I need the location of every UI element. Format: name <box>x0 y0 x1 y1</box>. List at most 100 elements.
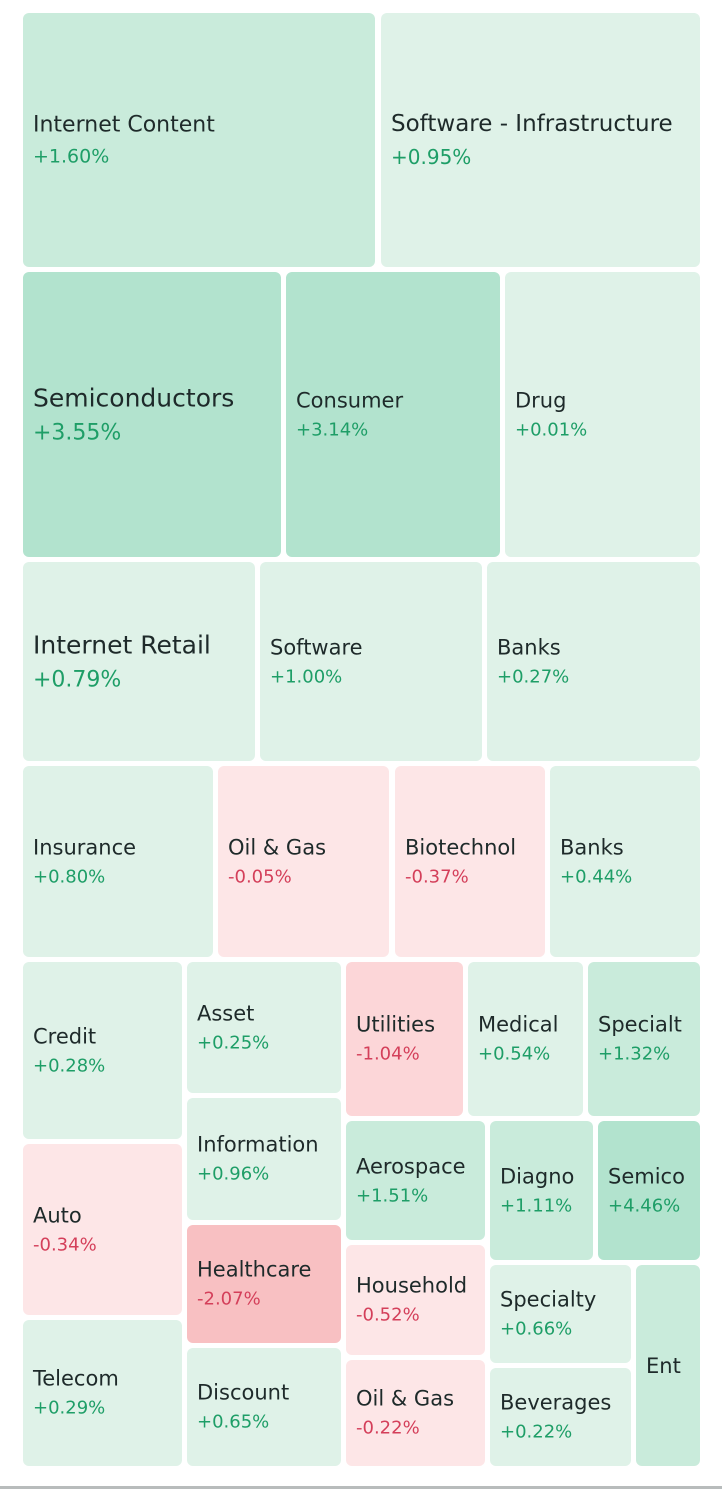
tile-label: Oil & Gas <box>356 1386 455 1411</box>
tile-text: Ent <box>646 1352 696 1378</box>
tile-change-label: +0.22% <box>500 1421 573 1443</box>
tile-text: Software +1.00% <box>270 634 478 689</box>
tile-text: Specialt +1.32% <box>598 1012 696 1067</box>
tile-label: Biotechnol <box>405 835 517 860</box>
tile-label: Discount <box>197 1380 290 1405</box>
treemap-tile-consumer[interactable]: Consumer +3.14% <box>286 272 500 557</box>
treemap-tile-semiconductors[interactable]: Semiconductors +3.55% <box>23 272 281 557</box>
tile-change-label: +0.25% <box>197 1032 270 1054</box>
treemap-tile-household[interactable]: Household -0.52% <box>346 1245 485 1355</box>
tile-label: Banks <box>560 835 624 860</box>
tile-label: Diagno <box>500 1164 575 1189</box>
treemap-tile-utilities[interactable]: Utilities -1.04% <box>346 962 463 1116</box>
tile-text: Oil & Gas -0.22% <box>356 1386 481 1441</box>
tile-change-label: +0.95% <box>391 144 472 169</box>
treemap-tile-specialty[interactable]: Specialty +0.66% <box>490 1265 631 1363</box>
tile-text: Consumer +3.14% <box>296 387 496 442</box>
tile-change-label: -0.22% <box>356 1417 420 1439</box>
tile-text: Utilities -1.04% <box>356 1012 459 1067</box>
tile-change-label: +1.00% <box>270 666 343 688</box>
treemap-tile-internet-retail[interactable]: Internet Retail +0.79% <box>23 562 255 761</box>
tile-label: Oil & Gas <box>228 835 327 860</box>
tile-change-label: -2.07% <box>197 1288 261 1310</box>
tile-text: Banks +0.44% <box>560 834 696 889</box>
treemap-tile-drug[interactable]: Drug +0.01% <box>505 272 700 557</box>
tile-change-label: -0.37% <box>405 866 469 888</box>
tile-change-label: +0.27% <box>497 666 570 688</box>
tile-label: Drug <box>515 388 567 413</box>
tile-text: Beverages +0.22% <box>500 1390 627 1445</box>
treemap-tile-asset[interactable]: Asset +0.25% <box>187 962 341 1093</box>
tile-label: Internet Retail <box>33 630 211 660</box>
treemap-tile-oil-and-gas[interactable]: Oil & Gas -0.05% <box>218 766 389 957</box>
treemap-tile-banks[interactable]: Banks +0.27% <box>487 562 700 761</box>
treemap-tile-telecom[interactable]: Telecom +0.29% <box>23 1320 182 1466</box>
treemap-tile-information[interactable]: Information +0.96% <box>187 1098 341 1220</box>
tile-change-label: +0.79% <box>33 667 122 693</box>
tile-change-label: +1.60% <box>33 144 110 167</box>
tile-change-label: +0.65% <box>197 1411 270 1433</box>
tile-text: Internet Retail +0.79% <box>33 629 251 694</box>
tile-change-label: +1.32% <box>598 1043 671 1065</box>
treemap-tile-ent[interactable]: Ent <box>636 1265 700 1466</box>
treemap-tile-auto[interactable]: Auto -0.34% <box>23 1144 182 1315</box>
treemap-tile-semico[interactable]: Semico +4.46% <box>598 1121 700 1260</box>
tile-label: Information <box>197 1132 319 1157</box>
treemap-tile-oil-and-gas[interactable]: Oil & Gas -0.22% <box>346 1360 485 1466</box>
tile-text: Software - Infrastructure +0.95% <box>391 110 696 170</box>
tile-text: Information +0.96% <box>197 1132 337 1187</box>
tile-text: Semiconductors +3.55% <box>33 382 277 447</box>
treemap-tile-discount[interactable]: Discount +0.65% <box>187 1348 341 1466</box>
tile-label: Specialty <box>500 1287 597 1312</box>
treemap-tile-banks[interactable]: Banks +0.44% <box>550 766 700 957</box>
tile-label: Semico <box>608 1164 685 1189</box>
tile-text: Banks +0.27% <box>497 634 696 689</box>
treemap-tile-credit[interactable]: Credit +0.28% <box>23 962 182 1139</box>
treemap-tile-diagno[interactable]: Diagno +1.11% <box>490 1121 593 1260</box>
tile-label: Beverages <box>500 1390 612 1415</box>
treemap-tile-software-infrastructure[interactable]: Software - Infrastructure +0.95% <box>381 13 700 267</box>
tile-change-label: +3.55% <box>33 420 122 446</box>
tile-label: Asset <box>197 1001 255 1026</box>
treemap-tile-internet-content[interactable]: Internet Content +1.60% <box>23 13 375 267</box>
treemap-tile-specialt[interactable]: Specialt +1.32% <box>588 962 700 1116</box>
tile-text: Specialty +0.66% <box>500 1287 627 1342</box>
tile-text: Insurance +0.80% <box>33 834 209 889</box>
treemap-tile-healthcare[interactable]: Healthcare -2.07% <box>187 1225 341 1343</box>
tile-text: Telecom +0.29% <box>33 1366 178 1421</box>
treemap-tile-beverages[interactable]: Beverages +0.22% <box>490 1368 631 1466</box>
tile-text: Medical +0.54% <box>478 1012 579 1067</box>
tile-change-label: +0.28% <box>33 1055 106 1077</box>
treemap-tile-biotechnol[interactable]: Biotechnol -0.37% <box>395 766 545 957</box>
tile-label: Household <box>356 1273 468 1298</box>
tile-change-label: +0.29% <box>33 1397 106 1419</box>
tile-label: Healthcare <box>197 1257 312 1282</box>
treemap-tile-medical[interactable]: Medical +0.54% <box>468 962 583 1116</box>
tile-label: Auto <box>33 1203 82 1228</box>
treemap-tile-insurance[interactable]: Insurance +0.80% <box>23 766 213 957</box>
tile-text: Healthcare -2.07% <box>197 1257 337 1312</box>
tile-text: Asset +0.25% <box>197 1000 337 1055</box>
tile-change-label: -1.04% <box>356 1043 420 1065</box>
tile-change-label: +0.66% <box>500 1318 573 1340</box>
tile-label: Software <box>270 635 363 660</box>
tile-change-label: +0.96% <box>197 1163 270 1185</box>
treemap-tile-software[interactable]: Software +1.00% <box>260 562 482 761</box>
tile-label: Semiconductors <box>33 383 235 413</box>
tile-change-label: +3.14% <box>296 419 369 441</box>
bottom-divider <box>0 1486 722 1489</box>
tile-label: Utilities <box>356 1012 436 1037</box>
tile-change-label: -0.05% <box>228 866 292 888</box>
tile-label: Specialt <box>598 1012 682 1037</box>
tile-label: Telecom <box>33 1366 119 1391</box>
tile-label: Insurance <box>33 835 137 860</box>
tile-change-label: -0.52% <box>356 1304 420 1326</box>
tile-label: Aerospace <box>356 1154 466 1179</box>
tile-label: Software - Infrastructure <box>391 111 673 138</box>
tile-change-label: +0.80% <box>33 866 106 888</box>
tile-text: Credit +0.28% <box>33 1023 178 1078</box>
tile-change-label: -0.34% <box>33 1234 97 1256</box>
tile-text: Diagno +1.11% <box>500 1163 589 1218</box>
treemap-tile-aerospace[interactable]: Aerospace +1.51% <box>346 1121 485 1240</box>
